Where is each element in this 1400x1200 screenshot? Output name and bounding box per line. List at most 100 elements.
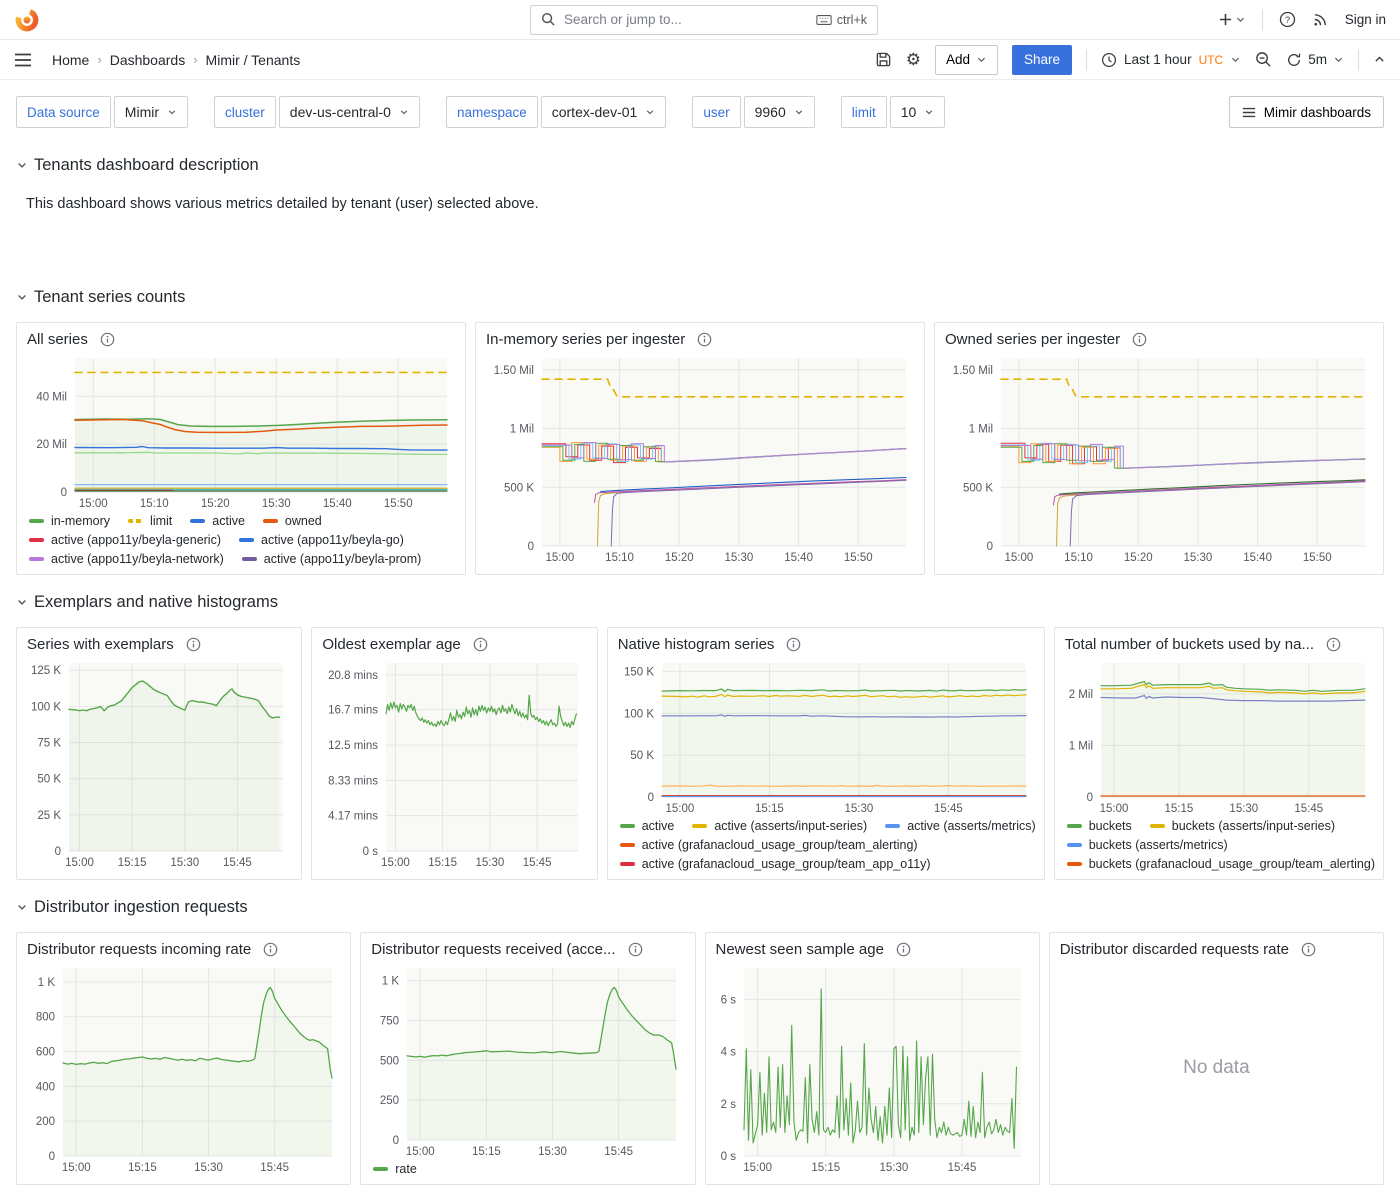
collapse-toolbar-icon[interactable] <box>1373 53 1386 66</box>
legend-swatch <box>619 824 635 828</box>
time-series-chart[interactable]: 0 1 Mil 2 Mil 15:00 15:15 15:30 15:45 <box>1063 655 1375 817</box>
time-series-chart[interactable]: 0 500 K 1 Mil 1.50 Mil 15:00 15:10 15:20 15:30 1… <box>484 350 916 566</box>
add-panel-button[interactable]: Add <box>934 44 998 75</box>
breadcrumb-dashboards[interactable]: Dashboards <box>109 51 186 68</box>
panel-header[interactable]: In-memory series per ingester <box>484 327 916 350</box>
svg-text:15:10: 15:10 <box>1064 552 1093 564</box>
info-icon[interactable] <box>1326 637 1341 652</box>
svg-text:15:40: 15:40 <box>323 498 352 510</box>
namespace-select[interactable]: cortex-dev-01 <box>540 96 667 128</box>
legend-item[interactable]: active (asserts/input-series) <box>692 819 867 833</box>
legend-item[interactable]: active (appo11y/beyla-go) <box>239 533 404 547</box>
mimir-dashboards-button[interactable]: Mimir dashboards <box>1228 96 1384 128</box>
panel-header[interactable]: Newest seen sample age <box>714 937 1031 960</box>
section-tenant-series-counts[interactable]: Tenant series counts <box>16 284 1384 310</box>
datasource-select[interactable]: Mimir <box>113 96 189 128</box>
svg-text:15:45: 15:45 <box>223 857 252 869</box>
time-series-chart[interactable]: 0 200 400 600 800 1 K 15:00 15:15 15:30 15:45 <box>25 960 342 1176</box>
time-series-chart[interactable]: 0 s 2 s 4 s 6 s 15:00 15:15 15:30 15:45 <box>714 960 1031 1176</box>
legend-item[interactable]: active (grafanacloud_usage_group/team_al… <box>619 838 918 852</box>
time-series-chart[interactable]: 0 250 500 750 1 K 15:00 15:15 15:30 15:45 <box>369 960 686 1160</box>
panel-header[interactable]: Owned series per ingester <box>943 327 1375 350</box>
panel-header[interactable]: Distributor requests received (acce... <box>369 937 686 960</box>
info-icon[interactable] <box>786 637 801 652</box>
svg-text:1 Mil: 1 Mil <box>1068 740 1092 752</box>
variable-label: cluster <box>214 96 276 128</box>
svg-text:20.8 mins: 20.8 mins <box>328 670 378 682</box>
info-icon[interactable] <box>263 942 278 957</box>
legend-label: active (grafanacloud_usage_group/team_ap… <box>641 857 931 871</box>
info-icon[interactable] <box>896 942 911 957</box>
legend-item[interactable]: buckets <box>1066 819 1132 833</box>
panel-header[interactable]: All series <box>25 327 457 350</box>
refresh-picker[interactable]: 5m <box>1286 52 1344 68</box>
section-distributor[interactable]: Distributor ingestion requests <box>16 894 1384 920</box>
share-button[interactable]: Share <box>1011 44 1073 75</box>
info-icon[interactable] <box>473 637 488 652</box>
svg-text:15:50: 15:50 <box>1303 552 1332 564</box>
legend-item[interactable]: active (appo11y/beyla-network) <box>29 552 224 566</box>
info-icon[interactable] <box>628 942 643 957</box>
limit-select[interactable]: 10 <box>889 96 946 128</box>
svg-text:600: 600 <box>36 1047 55 1059</box>
legend-item[interactable]: in-memory <box>29 514 110 528</box>
svg-text:15:00: 15:00 <box>743 1162 772 1174</box>
search-input[interactable]: Search or jump to... ctrl+k <box>530 4 878 35</box>
time-series-chart[interactable]: 0 s 4.17 mins 8.33 mins 12.5 mins 16.7 mins 2… <box>320 655 588 871</box>
zoom-out-icon[interactable] <box>1255 51 1272 68</box>
time-series-chart[interactable]: 0 50 K 100 K 150 K 15:00 15:15 15:30 15:45 <box>616 655 1036 817</box>
dashboard-body: Tenants dashboard description This dashb… <box>0 152 1400 1185</box>
info-icon[interactable] <box>697 332 712 347</box>
svg-text:15:00: 15:00 <box>1099 803 1128 815</box>
chevron-down-icon <box>18 163 26 168</box>
panel-header[interactable]: Distributor discarded requests rate <box>1058 937 1375 960</box>
legend-item[interactable]: buckets (asserts/input-series) <box>1149 819 1335 833</box>
legend-item[interactable]: buckets (asserts/metrics) <box>1066 838 1228 852</box>
svg-text:15:30: 15:30 <box>879 1162 908 1174</box>
legend-item[interactable]: active (appo11y/beyla-generic) <box>29 533 221 547</box>
panel-header[interactable]: Native histogram series <box>616 632 1036 655</box>
time-range-picker[interactable]: Last 1 hour UTC <box>1101 52 1241 68</box>
legend-item[interactable]: active <box>190 514 245 528</box>
info-icon[interactable] <box>186 637 201 652</box>
legend-item[interactable]: rate <box>373 1162 417 1176</box>
legend-item[interactable]: active (appo11y/beyla-prom) <box>241 552 421 566</box>
cluster-select[interactable]: dev-us-central-0 <box>278 96 420 128</box>
info-icon[interactable] <box>1301 942 1316 957</box>
legend-item[interactable]: owned <box>262 514 322 528</box>
grafana-logo[interactable] <box>14 7 40 33</box>
chart-legend: in-memory limit active owned active (appo11y… <box>25 514 457 566</box>
panel-header[interactable]: Series with exemplars <box>25 632 293 655</box>
section-exemplars[interactable]: Exemplars and native histograms <box>16 589 1384 615</box>
new-menu-button[interactable] <box>1218 12 1246 27</box>
legend-swatch <box>29 557 44 561</box>
time-series-chart[interactable]: 0 20 Mil 40 Mil 15:00 15:10 15:20 15:30 15:40 15… <box>25 350 457 512</box>
legend-item[interactable]: active (grafanacloud_usage_group/team_ap… <box>619 857 931 871</box>
save-dashboard-icon[interactable] <box>875 51 892 68</box>
legend-item[interactable]: active (asserts/metrics) <box>885 819 1036 833</box>
help-icon[interactable]: ? <box>1279 11 1296 28</box>
time-series-chart[interactable]: 0 25 K 50 K 75 K 100 K 125 K 15:00 15:15 15:30 15… <box>25 655 293 871</box>
legend-item[interactable]: active <box>619 819 674 833</box>
mega-menu-toggle[interactable] <box>14 53 32 67</box>
legend-item[interactable]: limit <box>128 514 172 528</box>
dashboard-settings-icon[interactable]: ⚙ <box>905 49 921 69</box>
user-select[interactable]: 9960 <box>743 96 815 128</box>
news-icon[interactable] <box>1312 11 1329 28</box>
legend-item[interactable]: buckets (grafanacloud_usage_group/team_a… <box>1066 857 1375 871</box>
panel-header[interactable]: Total number of buckets used by na... <box>1063 632 1375 655</box>
time-series-chart[interactable]: 0 500 K 1 Mil 1.50 Mil 15:00 15:10 15:20 15:30 1… <box>943 350 1375 566</box>
breadcrumb-current[interactable]: Mimir / Tenants <box>205 51 301 68</box>
panel-header[interactable]: Distributor requests incoming rate <box>25 937 342 960</box>
breadcrumb-home[interactable]: Home <box>52 51 90 68</box>
panel-newest-sample-age: Newest seen sample age 0 s 2 s 4 s 6 s 15:00… <box>704 932 1040 1185</box>
info-icon[interactable] <box>100 332 115 347</box>
panel-title: Native histogram series <box>617 636 775 653</box>
svg-text:0: 0 <box>647 792 653 804</box>
panel-header[interactable]: Oldest exemplar age <box>320 632 588 655</box>
svg-text:200: 200 <box>36 1116 55 1128</box>
info-icon[interactable] <box>1132 332 1147 347</box>
sign-in-link[interactable]: Sign in <box>1344 12 1386 27</box>
section-description[interactable]: Tenants dashboard description <box>16 152 1384 178</box>
